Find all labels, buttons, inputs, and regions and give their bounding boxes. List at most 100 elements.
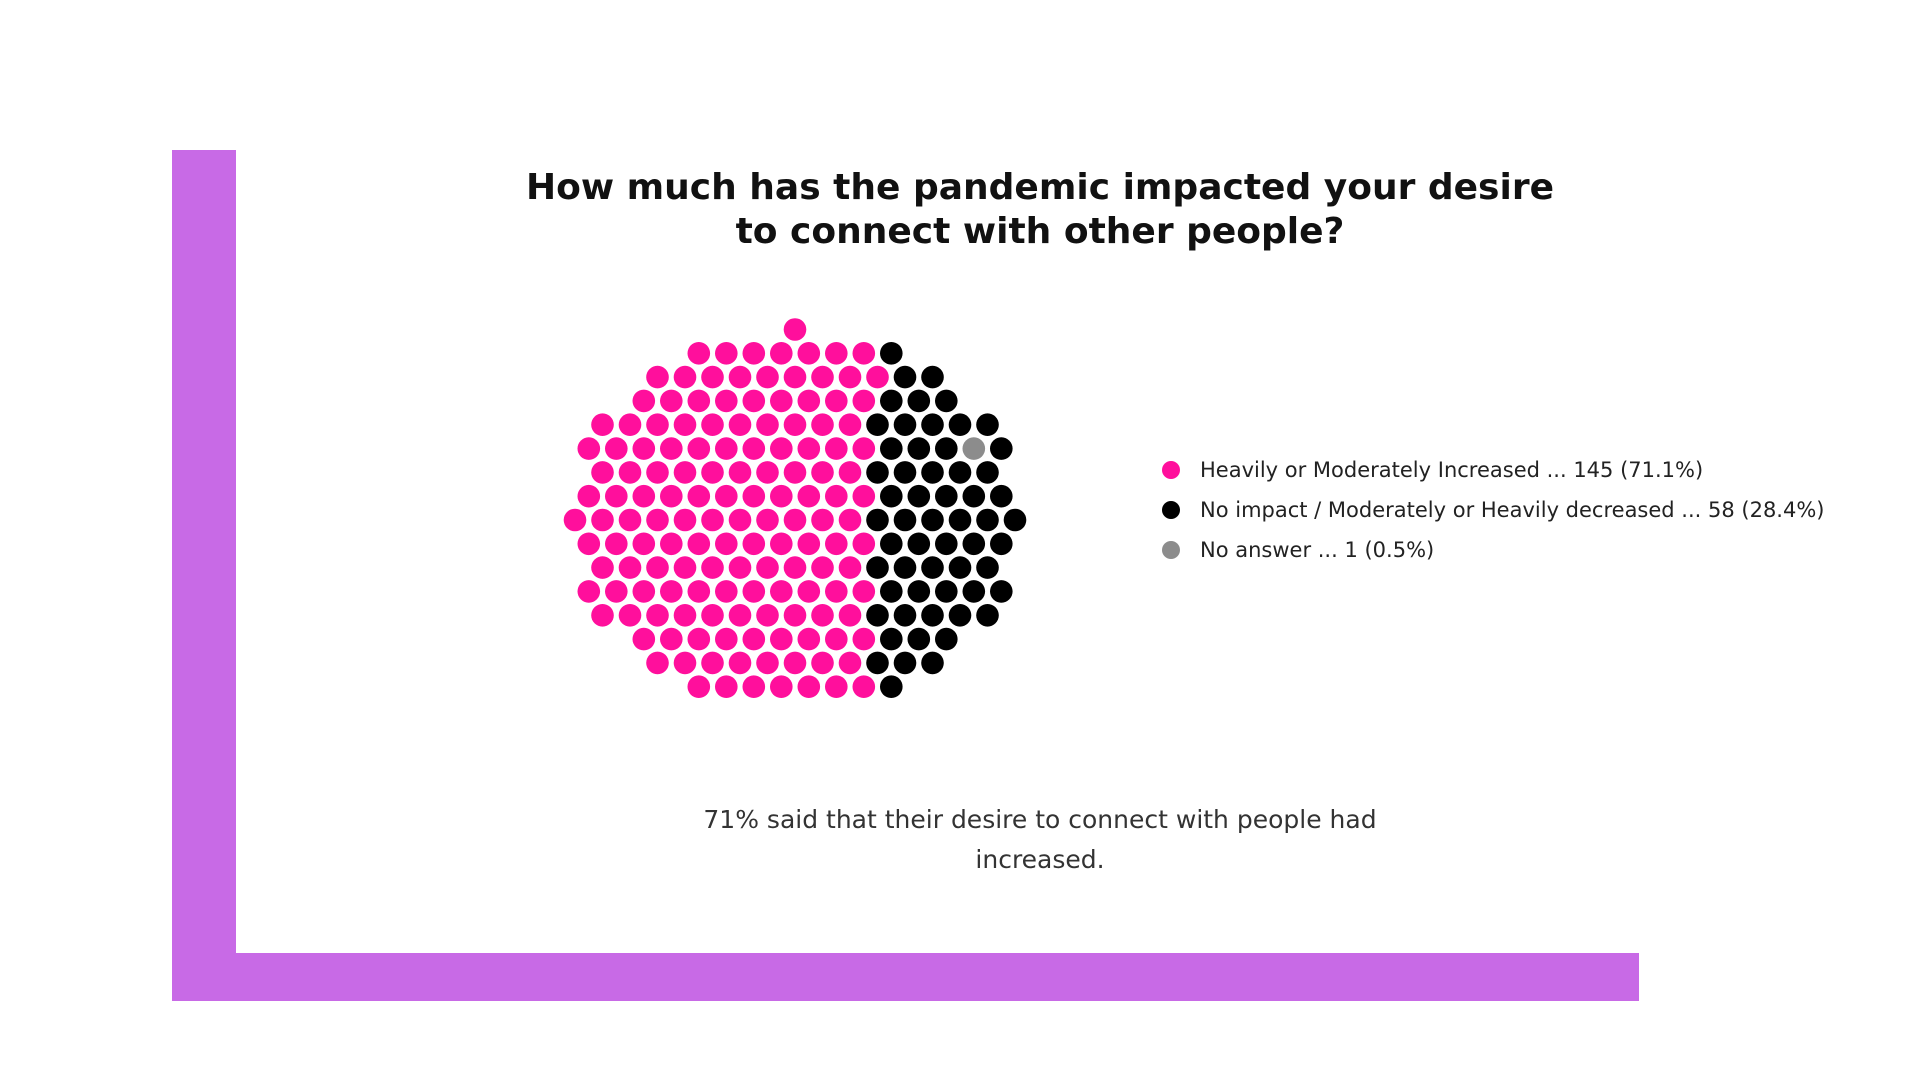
dot-increased [866,365,889,389]
chart-title-line-1: How much has the pandemic impacted your … [526,167,1554,208]
dot-increased [646,461,669,484]
dot-decreased [880,532,903,556]
dot-increased [852,484,876,508]
dot-increased [577,484,601,508]
dot-increased [701,365,724,389]
dot-increased [742,389,766,413]
dot-increased [728,413,752,436]
dot-increased [673,461,697,484]
dot-increased [687,627,711,651]
dot-decreased [921,461,944,484]
dot-increased [797,580,821,603]
chart-legend: Heavily or Moderately Increased ... 145 … [1162,450,1882,570]
dot-decreased [962,532,986,556]
dot-decreased [893,461,917,484]
dot-increased [728,556,752,579]
dot-increased [618,413,642,436]
dot-decreased [893,604,917,627]
dot-decreased [880,675,903,698]
dot-increased [563,508,587,532]
dot-increased [742,532,766,556]
dot-decreased [921,508,944,532]
dot-increased [715,580,738,603]
dot-decreased [866,651,889,675]
dot-increased [811,556,834,579]
dot-increased [811,508,834,532]
dot-increased [673,651,697,675]
dot-decreased [893,651,917,675]
legend-label-decreased: No impact / Moderately or Heavily decrea… [1200,498,1825,522]
dot-increased [756,604,779,627]
dot-increased [756,365,779,389]
dot-increased [783,651,807,675]
dot-decreased [962,484,986,508]
dot-increased [797,389,821,413]
dot-decreased [893,556,917,579]
dot-increased [701,651,724,675]
dot-increased [783,413,807,436]
dot-increased [742,342,766,365]
dot-no-answer [962,437,986,460]
dot-increased [660,437,683,460]
dot-decreased [866,413,889,436]
dot-increased [728,365,752,389]
dot-increased [852,532,876,556]
dot-increased [605,437,628,460]
dot-increased [770,342,793,365]
dot-increased [811,365,834,389]
dot-increased [825,484,848,508]
legend-item-no-answer: No answer ... 1 (0.5%) [1162,530,1882,570]
dot-increased [852,437,876,460]
legend-item-increased: Heavily or Moderately Increased ... 145 … [1162,450,1882,490]
dot-increased [811,461,834,484]
dot-increased [715,627,738,651]
dot-increased [605,580,628,603]
dot-increased [701,508,724,532]
dot-increased [770,389,793,413]
dot-increased [673,413,697,436]
dot-decreased [907,389,931,413]
dot-increased [715,437,738,460]
dot-increased [825,675,848,698]
dot-decreased [935,437,958,460]
dot-increased [577,437,601,460]
dot-increased [660,580,683,603]
dot-increased [632,484,656,508]
dot-increased [632,532,656,556]
dot-increased [838,461,862,484]
dot-increased [825,389,848,413]
dot-increased [783,508,807,532]
dot-increased [687,532,711,556]
dot-decreased [921,413,944,436]
dot-increased [646,413,669,436]
dot-decreased [880,627,903,651]
dot-increased [797,437,821,460]
dot-increased [797,484,821,508]
dot-increased [756,556,779,579]
dot-increased [728,651,752,675]
dot-decreased [893,413,917,436]
dot-decreased [880,580,903,603]
legend-swatch-decreased [1162,501,1180,519]
dot-increased [852,580,876,603]
dot-decreased [976,556,999,579]
dot-decreased [948,604,972,627]
dot-increased [728,508,752,532]
dot-increased [852,675,876,698]
dot-increased [673,604,697,627]
dot-increased [646,508,669,532]
dot-decreased [948,413,972,436]
dot-decreased [866,604,889,627]
dot-increased [783,556,807,579]
caption-line-2: increased. [975,845,1105,874]
dot-decreased [976,461,999,484]
dot-increased [646,651,669,675]
dot-increased [770,437,793,460]
dot-decreased [921,556,944,579]
dot-increased [797,627,821,651]
dot-increased [742,484,766,508]
dot-decreased [907,580,931,603]
dot-increased [811,413,834,436]
dot-increased [687,580,711,603]
dot-increased [660,532,683,556]
